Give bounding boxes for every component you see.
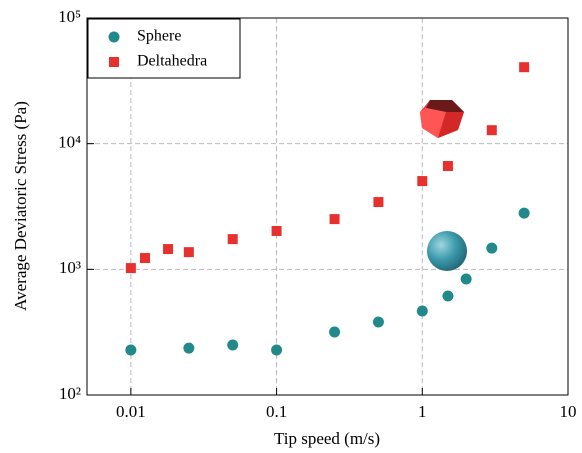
- data-point: [442, 161, 453, 172]
- plot-frame: [86, 17, 569, 396]
- data-point: [183, 342, 195, 354]
- data-point: [460, 273, 472, 285]
- data-point: [125, 263, 136, 274]
- x-axis-label: Tip speed (m/s): [274, 429, 380, 448]
- data-point: [227, 234, 238, 245]
- legend-marker: [108, 31, 120, 43]
- data-point: [518, 207, 530, 219]
- data-point: [416, 305, 428, 317]
- data-point: [163, 244, 174, 255]
- data-point: [271, 225, 282, 236]
- data-point: [442, 290, 454, 302]
- data-point: [486, 125, 497, 136]
- data-point: [373, 197, 384, 208]
- x-tick-label: 0.01: [116, 402, 146, 421]
- y-tick-label: 10⁵: [58, 7, 81, 26]
- legend-label: Sphere: [137, 28, 181, 45]
- data-point: [329, 326, 341, 338]
- polyhedron-icon: [420, 100, 464, 138]
- y-tick-label: 10³: [59, 258, 81, 277]
- data-point: [183, 247, 194, 258]
- data-point: [519, 62, 530, 73]
- data-point: [271, 344, 283, 356]
- y-tick-label: 10²: [59, 384, 81, 403]
- x-tick-label: 10: [560, 402, 577, 421]
- data-point: [417, 176, 428, 187]
- x-tick-label: 0.1: [266, 402, 287, 421]
- legend-marker: [109, 57, 119, 67]
- y-axis-label: Average Deviatoric Stress (Pa): [11, 101, 30, 311]
- data-point: [139, 253, 150, 264]
- y-tick-label: 10⁴: [58, 133, 81, 152]
- data-point: [329, 214, 340, 225]
- sphere-icon: [427, 231, 467, 271]
- data-point: [372, 316, 384, 328]
- legend-label: Deltahedra: [137, 53, 207, 70]
- data-point: [125, 344, 137, 356]
- legend-box: [87, 18, 241, 79]
- data-point: [486, 242, 498, 254]
- x-tick-label: 1: [418, 402, 427, 421]
- data-point: [227, 339, 239, 351]
